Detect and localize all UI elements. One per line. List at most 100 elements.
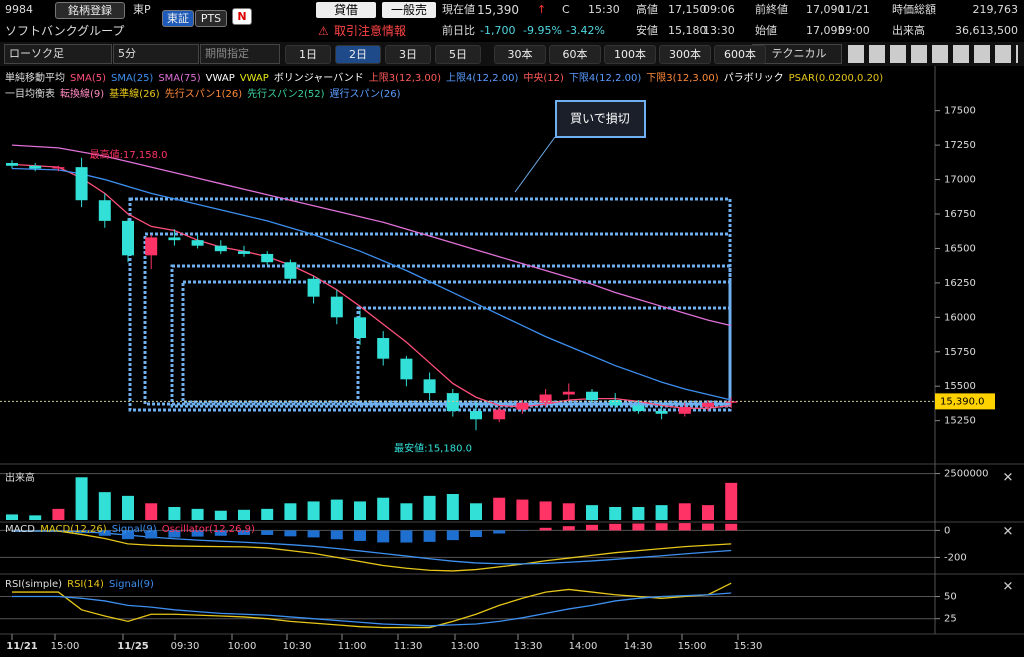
candle-body bbox=[725, 401, 738, 403]
count-button[interactable]: 600本 bbox=[714, 45, 766, 64]
time: 13:30 bbox=[703, 24, 735, 37]
count-button[interactable]: 100本 bbox=[604, 45, 656, 64]
volume-bar bbox=[377, 497, 390, 520]
range-button[interactable]: 5日 bbox=[435, 45, 481, 64]
candle-body bbox=[678, 406, 691, 414]
candle-body bbox=[586, 391, 598, 400]
oscillator-bar bbox=[191, 530, 204, 537]
callout-box bbox=[555, 100, 646, 138]
x-tick-label: 09:30 bbox=[171, 641, 200, 652]
candle-body bbox=[423, 379, 436, 394]
volume-bar bbox=[493, 497, 506, 520]
legend-item: RSI(14) bbox=[67, 579, 104, 590]
volume-bar bbox=[586, 505, 598, 520]
min-label: 最安値:15,180.0 bbox=[394, 441, 472, 454]
legend-item: SMA(25) bbox=[110, 73, 154, 84]
label: 前日比 bbox=[442, 24, 475, 37]
general-button[interactable]: 一般売 bbox=[382, 2, 436, 18]
volume-bar bbox=[307, 501, 320, 520]
tool-icons[interactable] bbox=[848, 45, 1018, 63]
candle-body bbox=[307, 278, 320, 297]
volume-bar bbox=[214, 510, 227, 520]
y-tick-label: 15250 bbox=[944, 416, 976, 427]
candle-body bbox=[493, 409, 506, 420]
interval-select[interactable]: 5分 bbox=[113, 44, 199, 64]
y-tick-label: -200 bbox=[944, 552, 967, 563]
range-button[interactable]: 3日 bbox=[385, 45, 431, 64]
candle-body bbox=[470, 411, 482, 420]
oscillator-bar bbox=[238, 530, 250, 535]
legend-item: VWAP bbox=[205, 73, 235, 84]
oscillator-bar bbox=[75, 530, 88, 534]
warning[interactable]: 取引注意情報 bbox=[334, 24, 407, 38]
drawing-rect bbox=[143, 232, 732, 406]
volume-bar bbox=[562, 503, 575, 520]
x-tick-label: 14:30 bbox=[624, 641, 653, 652]
legend-item: 先行スパン1(26) bbox=[164, 89, 243, 100]
warning-icon[interactable]: ⚠ bbox=[318, 24, 329, 38]
y-tick-label: 16000 bbox=[944, 312, 976, 323]
news-icon[interactable]: N bbox=[232, 8, 252, 25]
legend-item: 一目均衡表 bbox=[5, 89, 55, 100]
market: 東P bbox=[133, 3, 151, 16]
label: 出来高 bbox=[892, 24, 925, 37]
y-tick-label: 17500 bbox=[944, 106, 976, 117]
time: 09:00 bbox=[838, 24, 870, 37]
panel-title: 出来高 bbox=[5, 471, 35, 484]
legend-item: 先行スパン2(52) bbox=[247, 89, 325, 100]
volume-bar bbox=[725, 482, 738, 520]
candle-body bbox=[377, 338, 390, 359]
legend-item: Signal(9) bbox=[112, 524, 157, 535]
oscillator-bar bbox=[330, 530, 343, 540]
margin-button[interactable]: 貸借 bbox=[316, 2, 376, 18]
candle-body bbox=[354, 317, 366, 338]
volume-bar bbox=[516, 499, 529, 520]
close-button: ✕ bbox=[1003, 471, 1014, 486]
volume-bar bbox=[75, 477, 88, 520]
exchange-tab[interactable]: PTS bbox=[195, 10, 227, 27]
range-button[interactable]: 1日 bbox=[285, 45, 331, 64]
volume-bar bbox=[238, 509, 250, 520]
candle-body bbox=[261, 253, 274, 263]
chart-type-select[interactable]: ローソク足 bbox=[4, 44, 112, 64]
volume-bar bbox=[446, 494, 459, 520]
candle-body bbox=[516, 402, 529, 410]
volume-bar bbox=[702, 505, 714, 520]
indicator-line bbox=[12, 582, 732, 629]
candle-body bbox=[330, 296, 343, 318]
y-tick-label: 0 bbox=[944, 525, 950, 536]
volume-bar bbox=[52, 508, 65, 520]
close-button: ✕ bbox=[1003, 525, 1014, 540]
register-button[interactable]: 銘柄登録 bbox=[55, 2, 125, 19]
count-button[interactable]: 300本 bbox=[659, 45, 711, 64]
volume-bar bbox=[609, 507, 622, 520]
y-tick-label: 15750 bbox=[944, 347, 976, 358]
technical-button[interactable]: テクニカル bbox=[752, 44, 842, 64]
exchange-tab[interactable]: 東証 bbox=[162, 10, 194, 27]
code: 9984 bbox=[5, 3, 33, 16]
x-tick-label: 15:00 bbox=[678, 641, 707, 652]
period-select[interactable]: 期間指定 bbox=[200, 44, 280, 64]
count-button[interactable]: 30本 bbox=[494, 45, 546, 64]
oscillator-bar bbox=[678, 523, 691, 531]
indicator-line bbox=[11, 163, 732, 409]
legend-item: Signal(9) bbox=[109, 579, 154, 590]
x-tick-label: 11:00 bbox=[338, 641, 367, 652]
label: 高値 bbox=[636, 3, 658, 16]
time: 09:06 bbox=[703, 3, 735, 16]
volume-bar bbox=[284, 503, 297, 520]
oscillator-bar bbox=[562, 526, 575, 531]
range-button[interactable]: 2日 bbox=[335, 45, 381, 64]
legend-item: SMA(5) bbox=[70, 73, 106, 84]
oscillator-bar bbox=[632, 523, 645, 531]
value: 15,390 bbox=[477, 3, 519, 17]
time: 15:30 bbox=[588, 3, 620, 16]
legend-item: VWAP bbox=[239, 73, 269, 84]
legend-item: Oscillator(12,26,9) bbox=[162, 524, 255, 535]
count-button[interactable]: 60本 bbox=[549, 45, 601, 64]
drawing-rect bbox=[181, 280, 732, 404]
indicator-line bbox=[11, 167, 732, 401]
value: -1,700 bbox=[480, 24, 516, 37]
x-tick-label: 10:00 bbox=[228, 641, 257, 652]
